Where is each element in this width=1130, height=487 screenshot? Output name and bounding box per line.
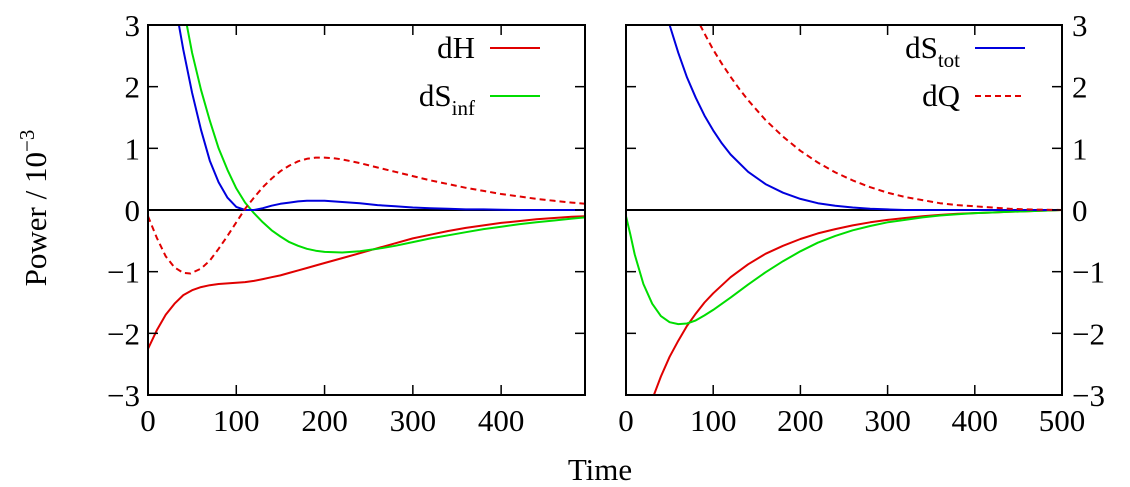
series-dSinf-line [185, 25, 585, 254]
legend-label-main: dS [419, 78, 452, 113]
y-tick-label: −3 [107, 378, 140, 413]
y-tick-label: 1 [125, 131, 141, 166]
y-axis-label: Power / 10−3 [15, 130, 53, 287]
y-tick-label: 0 [1072, 193, 1088, 228]
series-dStot-line [177, 25, 585, 211]
y-tick-label: −3 [1072, 378, 1105, 413]
x-tick-label: 200 [777, 403, 824, 438]
y-tick-label: 3 [1072, 8, 1088, 43]
x-tick-label: 300 [864, 403, 911, 438]
series-dStot-line [668, 25, 1062, 211]
legend-label-subscript: tot [938, 48, 960, 72]
legend-label: dQ [922, 78, 960, 113]
x-tick-label: 100 [690, 403, 737, 438]
x-tick-label: 0 [140, 403, 156, 438]
series-dQ-line [699, 25, 1062, 211]
y-axis-label-text: Power / 10 [18, 152, 53, 286]
y-tick-label: 3 [125, 8, 141, 43]
legend-label: dStot [905, 30, 960, 72]
y-tick-label: −2 [107, 316, 140, 351]
panel-left: 0 100 200 300 400 −3 −2 −1 0 1 2 3 dH dSinf [107, 8, 586, 438]
series-dH-line [652, 209, 1062, 395]
x-tick-label: 500 [1039, 403, 1086, 438]
legend-label: dH [437, 30, 475, 65]
y-axis-label-exponent: −3 [15, 130, 39, 152]
legend-label: dSinf [419, 78, 475, 120]
x-tick-label: 400 [952, 403, 999, 438]
x-axis-label: Time [568, 452, 632, 487]
series-dSinf-line [626, 209, 1062, 326]
x-tick-label: 200 [301, 403, 348, 438]
x-tick-label: 400 [478, 403, 525, 438]
y-tick-label: 2 [1072, 70, 1088, 105]
series-group [148, 25, 585, 350]
x-tick-label: 0 [618, 403, 634, 438]
y-tick-label: −1 [107, 255, 140, 290]
legend-label-main: dH [437, 30, 475, 65]
y-tick-label: −2 [1072, 316, 1105, 351]
legend-label-subscript: inf [452, 96, 475, 120]
x-tick-label: 300 [390, 403, 437, 438]
series-dH-line [148, 215, 585, 350]
y-tick-label: 1 [1072, 131, 1088, 166]
legend-label-main: dS [905, 30, 938, 65]
series-dQ-line [148, 156, 585, 275]
y-tick-label: −1 [1072, 255, 1105, 290]
series-group [626, 25, 1062, 395]
x-tick-label: 100 [213, 403, 260, 438]
panel-right: 0 100 200 300 400 500−3 −2 −1 0 1 2 3 dStot dQ [618, 8, 1105, 438]
legend-label-main: dQ [922, 78, 960, 113]
y-tick-label: 2 [125, 70, 141, 105]
y-tick-label: 0 [125, 193, 141, 228]
